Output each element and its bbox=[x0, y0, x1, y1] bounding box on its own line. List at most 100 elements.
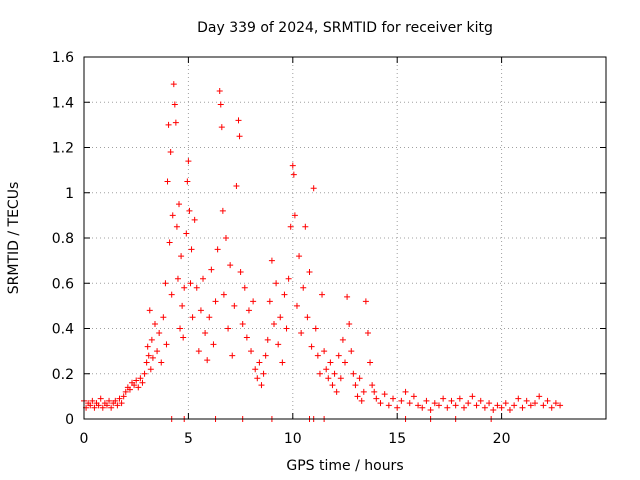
data-point bbox=[187, 280, 194, 287]
data-point bbox=[398, 397, 405, 404]
data-point bbox=[256, 359, 263, 366]
data-point bbox=[89, 397, 96, 404]
data-point bbox=[502, 400, 509, 407]
data-point bbox=[435, 402, 442, 409]
data-point bbox=[168, 291, 175, 298]
data-point bbox=[532, 400, 539, 407]
data-point bbox=[271, 320, 278, 327]
data-point bbox=[220, 291, 227, 298]
data-point bbox=[477, 397, 484, 404]
data-point bbox=[515, 395, 522, 402]
data-point bbox=[245, 307, 252, 314]
data-point bbox=[169, 212, 176, 219]
y-tick-label: 1 bbox=[65, 186, 74, 202]
data-point bbox=[369, 382, 376, 389]
data-point bbox=[469, 393, 476, 400]
data-point bbox=[346, 320, 353, 327]
data-point bbox=[185, 158, 192, 165]
data-point bbox=[222, 235, 229, 241]
data-point bbox=[385, 402, 392, 409]
data-point bbox=[557, 402, 564, 409]
data-point bbox=[310, 185, 317, 192]
data-point bbox=[171, 101, 178, 108]
data-point bbox=[160, 314, 167, 321]
data-point bbox=[281, 291, 288, 298]
data-point bbox=[135, 384, 142, 391]
data-point bbox=[219, 207, 226, 214]
data-point bbox=[103, 402, 110, 409]
data-point bbox=[252, 366, 259, 373]
data-point bbox=[423, 397, 430, 404]
data-point bbox=[166, 239, 173, 246]
data-point bbox=[290, 171, 297, 178]
x-axis-label: GPS time / hours bbox=[286, 458, 403, 474]
data-point bbox=[197, 307, 204, 314]
data-point bbox=[348, 348, 355, 355]
y-tick-label: 0 bbox=[65, 412, 74, 428]
data-point bbox=[279, 359, 286, 366]
y-tick-label: 1.2 bbox=[52, 141, 74, 157]
data-point bbox=[239, 320, 246, 327]
data-point bbox=[296, 253, 303, 260]
data-point bbox=[165, 121, 172, 128]
data-point bbox=[250, 298, 257, 305]
data-point bbox=[212, 298, 219, 305]
data-point bbox=[289, 162, 296, 169]
data-point bbox=[266, 298, 273, 305]
data-point bbox=[177, 325, 184, 332]
y-tick-label: 0.4 bbox=[52, 322, 74, 338]
data-point bbox=[254, 375, 261, 382]
data-point bbox=[427, 406, 434, 413]
data-points bbox=[81, 81, 564, 422]
data-point bbox=[323, 366, 330, 373]
data-point bbox=[456, 395, 463, 402]
data-point bbox=[184, 178, 191, 185]
data-point bbox=[364, 330, 371, 337]
data-point bbox=[268, 257, 275, 264]
data-point bbox=[506, 406, 513, 413]
data-point bbox=[204, 357, 211, 364]
data-point bbox=[440, 395, 447, 402]
data-point bbox=[473, 402, 480, 409]
data-point bbox=[87, 402, 94, 409]
data-point bbox=[143, 359, 150, 366]
data-point bbox=[452, 402, 459, 409]
data-point bbox=[144, 343, 151, 350]
data-point bbox=[260, 370, 267, 377]
data-point bbox=[225, 325, 232, 332]
data-point bbox=[133, 377, 140, 384]
data-point bbox=[293, 302, 300, 309]
y-axis-label: SRMTID / TECUs bbox=[6, 182, 22, 295]
data-point bbox=[235, 117, 242, 124]
data-point bbox=[536, 393, 543, 400]
data-point bbox=[287, 223, 294, 230]
data-point bbox=[277, 314, 284, 321]
data-point bbox=[327, 359, 334, 366]
y-tick-label: 1.6 bbox=[52, 50, 74, 66]
data-point bbox=[444, 404, 451, 411]
data-point bbox=[304, 314, 311, 321]
data-point bbox=[218, 124, 225, 131]
data-point bbox=[186, 207, 193, 214]
data-point bbox=[193, 284, 200, 291]
data-point bbox=[139, 379, 146, 386]
data-point bbox=[248, 348, 255, 355]
data-point bbox=[114, 402, 121, 409]
x-tick-label: 20 bbox=[493, 431, 511, 447]
data-point bbox=[172, 119, 179, 126]
data-point bbox=[548, 404, 555, 411]
data-point bbox=[112, 397, 119, 404]
data-point bbox=[358, 397, 365, 404]
y-tick-label: 0.6 bbox=[52, 276, 74, 292]
data-point bbox=[490, 406, 497, 413]
data-point bbox=[523, 397, 530, 404]
data-point bbox=[354, 393, 361, 400]
data-point bbox=[180, 334, 187, 341]
data-point bbox=[350, 370, 357, 377]
data-point bbox=[217, 101, 224, 108]
data-point bbox=[527, 402, 534, 409]
data-point bbox=[316, 370, 323, 377]
data-point bbox=[273, 280, 280, 287]
data-point bbox=[195, 348, 202, 355]
